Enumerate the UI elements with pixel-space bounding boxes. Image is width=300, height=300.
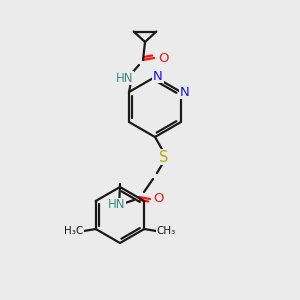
Text: HN: HN	[108, 199, 126, 212]
Text: O: O	[158, 52, 168, 64]
Text: N: N	[153, 70, 163, 83]
Text: O: O	[154, 193, 164, 206]
Text: S: S	[159, 149, 169, 164]
Text: CH₃: CH₃	[157, 226, 176, 236]
Text: H₃C: H₃C	[64, 226, 83, 236]
Text: N: N	[180, 85, 190, 98]
Text: HN: HN	[116, 71, 134, 85]
